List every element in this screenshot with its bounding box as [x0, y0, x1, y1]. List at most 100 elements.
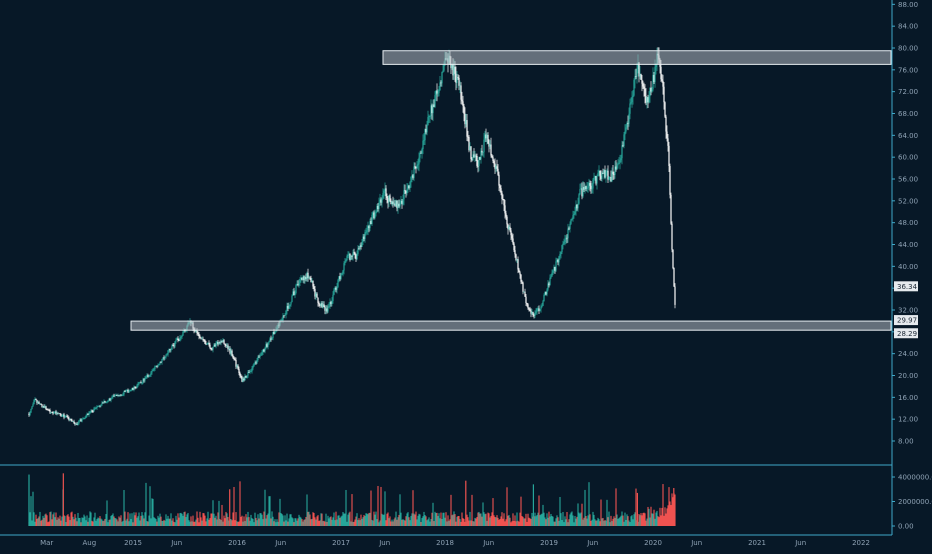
candle [640, 73, 642, 80]
candle [326, 305, 328, 314]
volume-bar [667, 505, 669, 526]
candle [524, 288, 526, 297]
volume-bar [435, 513, 437, 526]
volume-bar [412, 490, 414, 526]
volume-bar [104, 518, 106, 526]
volume-bar [608, 511, 610, 526]
candle [419, 150, 421, 163]
candle [518, 267, 520, 273]
volume-bar [487, 512, 489, 526]
candle [78, 419, 80, 425]
candle [568, 226, 570, 231]
volume-bar [67, 514, 69, 526]
candle [181, 334, 183, 339]
volume-bar [638, 513, 640, 526]
volume-bar [266, 515, 268, 526]
candle [358, 245, 360, 250]
candle [38, 400, 40, 405]
candle [286, 302, 288, 315]
volume-bar [131, 513, 133, 526]
candle [457, 74, 459, 80]
volume-bar [398, 514, 400, 526]
volume-bar [665, 513, 667, 526]
volume-bar [646, 518, 648, 526]
volume-bar [400, 512, 402, 526]
candle [543, 293, 545, 302]
candle [374, 209, 376, 220]
candle [291, 294, 293, 303]
volume-bar [536, 514, 538, 526]
volume-bar [553, 521, 555, 526]
volume-bar [585, 516, 587, 526]
candle [160, 361, 162, 364]
resistance-zone[interactable] [382, 50, 892, 65]
volume-bar [511, 521, 513, 526]
candle [235, 357, 237, 369]
volume-bar [643, 512, 645, 526]
candle [52, 411, 54, 416]
candle [365, 227, 367, 236]
volume-bar [87, 521, 89, 526]
candle [638, 62, 640, 83]
volume-bar [571, 511, 573, 526]
volume-bar [174, 522, 176, 526]
candle [571, 217, 573, 221]
price-tick-label: 76.00 [898, 66, 918, 74]
volume-bar [409, 520, 411, 526]
volume-bar [93, 517, 95, 526]
volume-bar [50, 511, 52, 526]
volume-bar [572, 515, 574, 526]
candle [300, 275, 302, 283]
price-tick-label: 8.00 [898, 438, 914, 446]
volume-bar [490, 515, 492, 526]
volume-bar [307, 511, 309, 526]
volume-bar [491, 512, 493, 526]
volume-bar [541, 513, 543, 526]
volume-bar [588, 482, 590, 526]
volume-bar [52, 514, 54, 526]
candle [296, 280, 298, 286]
volume-bar [276, 519, 278, 526]
candle [348, 251, 350, 260]
candle [98, 404, 100, 408]
volume-bar [498, 519, 500, 526]
candle [380, 197, 382, 206]
volume-bar [368, 512, 370, 526]
volume-bar [483, 512, 485, 526]
volume-bar [192, 515, 194, 526]
candle [111, 395, 113, 400]
candle [61, 414, 63, 417]
volume-bar [591, 519, 593, 526]
candle [381, 195, 383, 208]
volume-bar [406, 513, 408, 526]
candle [497, 164, 499, 176]
candle [361, 238, 363, 247]
candle [102, 401, 104, 404]
candle [255, 360, 257, 365]
volume-bar [236, 521, 238, 526]
horizontal-zones[interactable] [130, 50, 892, 331]
volume-bar [315, 519, 317, 526]
candle [464, 107, 466, 129]
volume-bar [598, 519, 600, 526]
candle [559, 251, 561, 260]
candle [222, 337, 224, 343]
candle [177, 336, 179, 343]
volume-bar [299, 516, 301, 526]
volume-bar [548, 511, 550, 526]
volume-bar [432, 502, 434, 526]
candle [403, 184, 405, 206]
volume-bar [138, 512, 140, 526]
candle [343, 261, 345, 275]
candle [577, 197, 579, 212]
candle [340, 272, 342, 281]
volume-bar [161, 520, 163, 526]
volume-bar [224, 518, 226, 526]
volume-bar [428, 517, 430, 526]
candle [572, 210, 574, 222]
candle [339, 272, 341, 282]
support-zone[interactable] [130, 320, 892, 331]
volume-bar [30, 496, 32, 526]
